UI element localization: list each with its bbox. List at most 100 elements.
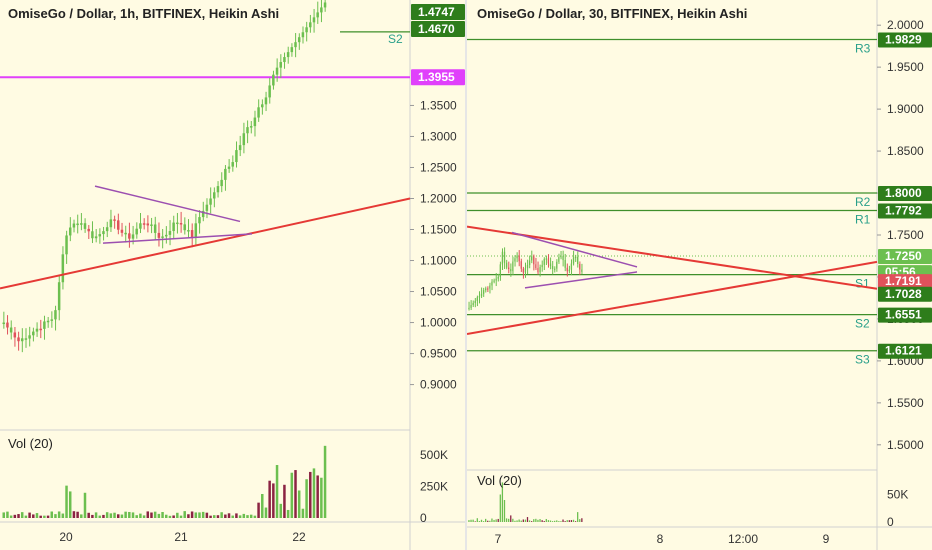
left-chart-title: OmiseGo / Dollar, 1h, BITFINEX, Heikin A…	[8, 6, 279, 21]
left-volume-bar	[35, 513, 39, 518]
left-volume-bar	[297, 490, 301, 518]
right-chart-svg[interactable]: R3 R2 R1 S1 S2 S3 2.0000 1.9500 1.9000 1.8500 1.8…	[467, 0, 932, 550]
left-price-tick-label: 1.1500	[420, 223, 457, 237]
right-candle-body	[503, 251, 506, 263]
left-volume-bar	[46, 515, 50, 518]
left-candle-body	[238, 145, 242, 151]
left-volume-bar	[301, 508, 305, 518]
right-price-tag-label: 1.7792	[885, 203, 922, 217]
left-volume-bar	[131, 512, 135, 518]
right-volume-bar	[516, 520, 518, 522]
left-candle-body	[72, 223, 76, 228]
right-price-tag	[878, 203, 932, 219]
left-price-tag-label: 1.3955	[418, 70, 455, 84]
right-volume-bar	[474, 521, 476, 522]
left-volume-title: Vol (20)	[8, 436, 53, 451]
right-candle-body	[474, 300, 476, 303]
left-time-label: 22	[292, 530, 306, 544]
right-candle-body	[543, 258, 545, 265]
left-candle-body	[301, 32, 305, 38]
left-price-tick-label: 1.3500	[420, 98, 457, 112]
right-price-tick-label: 1.9500	[887, 60, 924, 74]
right-candle-body	[493, 280, 495, 282]
left-candle-body	[209, 198, 212, 205]
left-candle-body	[109, 219, 113, 228]
right-candle-body	[518, 255, 520, 262]
left-time-label: 21	[174, 530, 188, 544]
left-triangle-lower	[102, 233, 253, 244]
left-chart-panel[interactable]: S2 1.3500 1.3000 1.2500 1.2000 1.1500 1.1000 1…	[0, 0, 465, 550]
left-volume-bar	[65, 485, 68, 518]
left-candle-body	[268, 85, 271, 98]
right-volume-bar	[531, 521, 533, 522]
right-volume-bar	[505, 518, 508, 522]
right-candle-body	[489, 285, 491, 289]
left-volume-tick-label: 0	[420, 511, 427, 525]
right-volume-bar	[579, 519, 581, 522]
left-triangle-upper	[94, 185, 241, 223]
left-volume-bar	[264, 507, 268, 518]
right-chart-panel[interactable]: R3 R2 R1 S1 S2 S3 2.0000 1.9500 1.9000 1.8500 1.8…	[467, 0, 932, 550]
left-candle-body	[235, 150, 238, 163]
right-volume-bar	[476, 518, 478, 522]
left-candle-body	[91, 231, 94, 239]
left-chart-svg[interactable]: S2 1.35001.30001.25001.20001.15001.10001…	[0, 0, 465, 550]
left-candle-body	[2, 322, 5, 325]
right-volume-bar	[543, 521, 545, 522]
left-candle-body	[24, 338, 28, 340]
left-candle-body	[131, 234, 135, 239]
right-time-axis: 7 8 12:00 9	[495, 532, 830, 546]
left-volume-bar	[39, 515, 42, 518]
right-price-tag-label: 1.6121	[885, 344, 922, 358]
left-volume-bar	[2, 512, 5, 518]
left-candle-body	[13, 332, 17, 338]
left-volume-bar	[242, 513, 246, 518]
left-volume-bar	[128, 511, 131, 518]
left-candle-body	[43, 321, 46, 329]
left-candle-body	[17, 337, 20, 342]
right-volume-bar	[482, 521, 485, 522]
right-trend-line-up	[467, 260, 878, 336]
left-candle-body	[153, 224, 157, 233]
left-candle-body	[216, 186, 220, 193]
right-price-tag	[878, 307, 932, 323]
left-candle-body	[87, 228, 90, 232]
left-candle-body	[227, 166, 231, 169]
right-candle-body	[572, 257, 575, 264]
left-candle-body	[135, 228, 138, 235]
right-volume-bar	[549, 520, 552, 522]
right-volume-bar	[574, 521, 577, 522]
left-volume-bar	[124, 511, 127, 518]
right-volume-bar	[472, 519, 474, 522]
right-volume-bar	[489, 520, 491, 522]
right-candle-body	[535, 264, 537, 269]
left-volume-bar	[20, 512, 24, 518]
left-volume-bar	[168, 515, 172, 518]
panel-divider[interactable]	[465, 0, 467, 550]
right-candle-body	[501, 251, 504, 265]
right-price-tag-label: 1.7191	[885, 274, 922, 288]
left-price-tick-label: 0.9500	[420, 347, 457, 361]
right-candle-body	[512, 261, 514, 272]
right-volume-bar	[570, 520, 573, 522]
right-volume-bar	[558, 521, 560, 522]
left-volume-bar	[194, 512, 198, 518]
left-volume-bar	[6, 511, 9, 518]
right-price-tag-label: 1.7250	[885, 249, 922, 263]
left-candle-body	[139, 223, 142, 229]
right-candle-body	[516, 255, 518, 259]
left-candle-body	[142, 223, 146, 225]
left-price-tag	[411, 21, 465, 37]
right-volume-bar	[562, 519, 564, 522]
left-candle-body	[323, 2, 327, 8]
left-candle-body	[187, 230, 190, 232]
left-candle-body	[124, 232, 127, 235]
right-volume-bar	[560, 521, 562, 522]
left-candle-body	[28, 335, 31, 339]
left-volume-bar	[172, 515, 175, 518]
left-candle-body	[116, 220, 120, 230]
left-volume-bar	[61, 513, 65, 518]
right-volume-bar	[522, 519, 524, 522]
right-chart-title: OmiseGo / Dollar, 30, BITFINEX, Heikin A…	[477, 6, 747, 21]
right-volume-bar	[568, 520, 570, 522]
